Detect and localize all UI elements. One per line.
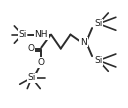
Text: O: O bbox=[38, 58, 45, 67]
Text: Si: Si bbox=[18, 30, 27, 39]
Text: N: N bbox=[80, 38, 87, 47]
Text: Si: Si bbox=[94, 19, 103, 28]
Text: Si: Si bbox=[27, 73, 36, 82]
Text: Si: Si bbox=[94, 56, 103, 65]
Text: NH: NH bbox=[35, 30, 48, 39]
Text: O: O bbox=[27, 44, 34, 53]
